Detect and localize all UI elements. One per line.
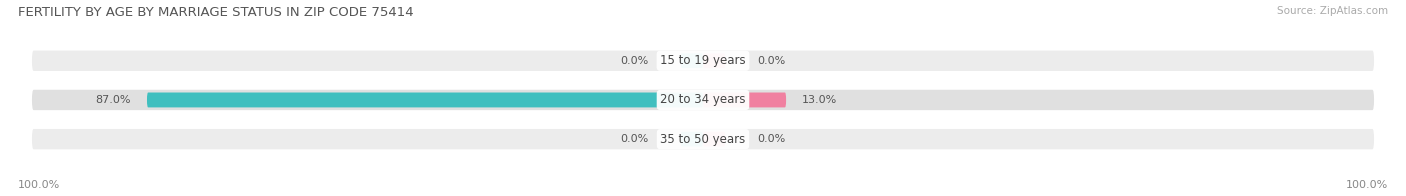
Text: 13.0%: 13.0%: [801, 95, 838, 105]
Text: 100.0%: 100.0%: [18, 180, 60, 190]
FancyBboxPatch shape: [703, 93, 786, 107]
FancyBboxPatch shape: [703, 132, 725, 147]
FancyBboxPatch shape: [32, 90, 1374, 110]
Text: 15 to 19 years: 15 to 19 years: [661, 54, 745, 67]
Text: FERTILITY BY AGE BY MARRIAGE STATUS IN ZIP CODE 75414: FERTILITY BY AGE BY MARRIAGE STATUS IN Z…: [18, 6, 413, 19]
FancyBboxPatch shape: [32, 51, 1374, 71]
FancyBboxPatch shape: [32, 129, 1374, 149]
FancyBboxPatch shape: [681, 53, 703, 68]
Text: 0.0%: 0.0%: [620, 56, 648, 66]
FancyBboxPatch shape: [148, 93, 703, 107]
Text: 100.0%: 100.0%: [1346, 180, 1388, 190]
Text: 35 to 50 years: 35 to 50 years: [661, 133, 745, 146]
Text: Source: ZipAtlas.com: Source: ZipAtlas.com: [1277, 6, 1388, 16]
Text: 87.0%: 87.0%: [96, 95, 131, 105]
Text: 0.0%: 0.0%: [758, 134, 786, 144]
Text: 0.0%: 0.0%: [758, 56, 786, 66]
Text: 20 to 34 years: 20 to 34 years: [661, 93, 745, 106]
Text: 0.0%: 0.0%: [620, 134, 648, 144]
FancyBboxPatch shape: [681, 132, 703, 147]
FancyBboxPatch shape: [703, 53, 725, 68]
